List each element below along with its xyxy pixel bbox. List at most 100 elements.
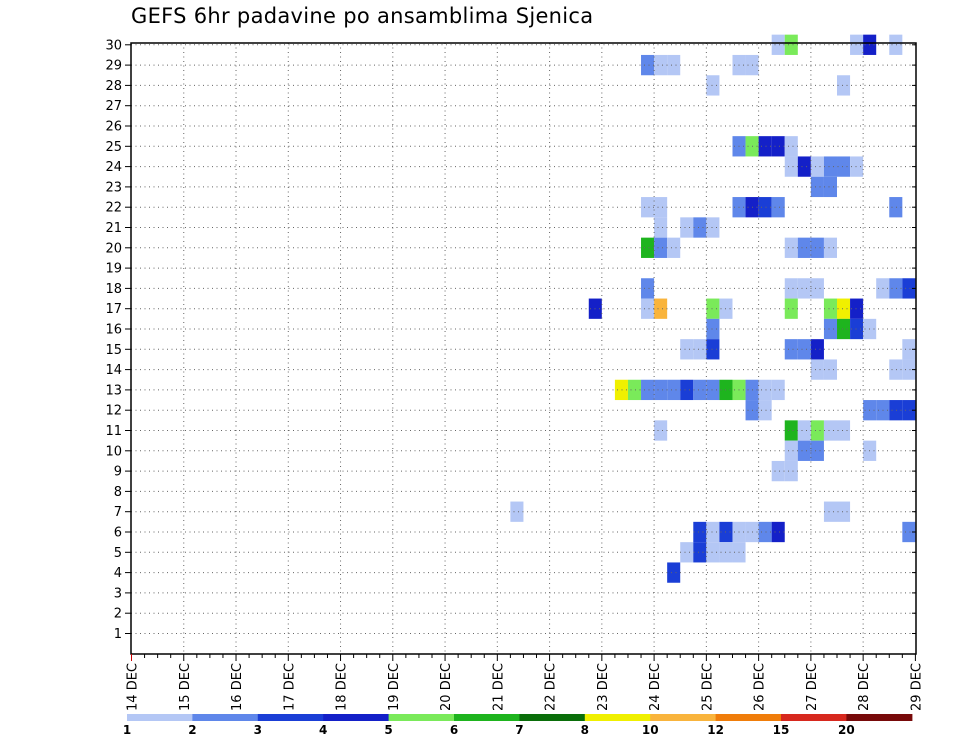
legend-label: 12 — [707, 723, 724, 737]
heatmap-cell — [771, 460, 785, 482]
y-tick-label: 13 — [105, 383, 122, 398]
legend-swatch — [584, 714, 651, 721]
x-tick-label: 19 DEC — [387, 663, 402, 711]
color-legend: 1 2 3 4 5 6 7 8 10 12 15 20 — [123, 714, 913, 737]
heatmap-cell — [654, 217, 668, 238]
heatmap-cell — [784, 237, 798, 258]
heatmap-cell — [889, 400, 903, 421]
heatmap-cell — [667, 54, 681, 76]
heatmap-cell — [693, 217, 707, 238]
y-tick-label: 17 — [105, 302, 122, 317]
x-tick-label: 22 DEC — [544, 663, 559, 711]
y-tick-label: 28 — [105, 79, 122, 94]
heatmap-cell — [889, 197, 903, 218]
heatmap-cell — [693, 542, 707, 563]
heatmap-cell — [902, 359, 916, 380]
x-axis-ticks: 14 DEC 15 DEC 16 DEC 17 DEC 18 DEC 19 DEC 20 D… — [126, 654, 924, 711]
heatmap-cell — [810, 339, 824, 360]
heatmap-cell — [810, 278, 824, 299]
y-tick-label: 1 — [114, 627, 122, 642]
heatmap-cell — [706, 379, 720, 401]
heatmap-cell — [771, 136, 785, 157]
heatmap-cell — [706, 75, 720, 96]
heatmap-cell — [706, 298, 720, 319]
heatmap-cell — [810, 176, 824, 198]
y-tick-label: 20 — [105, 241, 122, 256]
y-tick-label: 30 — [105, 38, 122, 53]
heatmap-cell — [823, 501, 837, 522]
heatmap-cell — [641, 298, 655, 319]
heatmap-cell — [706, 521, 720, 543]
heatmap-cell — [641, 237, 655, 258]
legend-swatch — [846, 714, 913, 721]
y-tick-label: 29 — [105, 59, 122, 74]
y-tick-label: 8 — [114, 485, 122, 500]
heatmap-cell — [823, 237, 837, 258]
heatmap-cell — [823, 318, 837, 340]
heatmap-cell — [784, 136, 798, 157]
legend-swatch — [781, 714, 847, 721]
y-tick-label: 23 — [105, 180, 122, 195]
heatmap-cell — [823, 420, 837, 441]
heatmap-cell — [771, 521, 785, 543]
x-tick-label: 17 DEC — [282, 663, 297, 711]
heatmap-cell — [902, 278, 916, 299]
heatmap-cell — [706, 542, 720, 563]
heatmap-cell — [850, 318, 864, 340]
heatmap-cell — [641, 54, 655, 76]
y-tick-label: 26 — [105, 120, 122, 135]
heatmap-cell — [889, 278, 903, 299]
heatmap-cell — [837, 75, 851, 96]
legend-swatch — [192, 714, 259, 721]
x-tick-label: 20 DEC — [439, 663, 454, 711]
heatmap-cell — [797, 278, 811, 299]
heatmap-cell — [680, 217, 694, 238]
y-tick-label: 11 — [105, 424, 122, 439]
legend-swatch — [519, 714, 586, 721]
y-tick-label: 27 — [105, 99, 122, 114]
heatmap-cell — [850, 34, 864, 55]
y-tick-label: 22 — [105, 201, 122, 216]
y-tick-label: 3 — [114, 586, 122, 601]
y-tick-label: 19 — [105, 262, 122, 277]
y-axis-ticks: 1234567891011121314151617181920212223242… — [105, 38, 916, 642]
heatmap-cell — [654, 420, 668, 441]
heatmap-cell — [667, 379, 681, 401]
heatmap-cell — [797, 420, 811, 441]
heatmap-cell — [837, 420, 851, 441]
legend-swatch — [257, 714, 324, 721]
heatmap-cell — [654, 298, 668, 319]
y-tick-label: 15 — [105, 343, 122, 358]
x-tick-label: 23 DEC — [596, 663, 611, 711]
x-tick-label: 18 DEC — [335, 663, 350, 711]
heatmap-cell — [823, 359, 837, 380]
heatmap-cell — [837, 156, 851, 177]
heatmap-cell — [810, 359, 824, 380]
heatmap-cell — [810, 156, 824, 177]
legend-swatch — [323, 714, 390, 721]
heatmap-cell — [797, 156, 811, 177]
heatmap-cell — [693, 379, 707, 401]
legend-label: 10 — [642, 723, 659, 737]
legend-swatch — [650, 714, 717, 721]
heatmap-cell — [784, 156, 798, 177]
legend-label: 15 — [773, 723, 790, 737]
y-tick-label: 25 — [105, 140, 122, 155]
x-tick-label: 21 DEC — [491, 663, 506, 711]
heatmap-cell — [797, 237, 811, 258]
heatmap-cell — [758, 400, 772, 421]
heatmap-cell — [823, 176, 837, 198]
legend-label: 8 — [581, 723, 589, 737]
grid-lines — [131, 43, 916, 654]
y-tick-label: 2 — [114, 607, 122, 622]
y-tick-label: 7 — [114, 505, 122, 520]
heatmap-cell — [810, 237, 824, 258]
y-tick-label: 5 — [114, 546, 122, 561]
x-tick-label: 28 DEC — [857, 663, 872, 711]
legend-label: 6 — [450, 723, 458, 737]
heatmap-cell — [784, 298, 798, 319]
heatmap-cell — [810, 440, 824, 461]
heatmap-cell — [758, 521, 772, 543]
legend-label: 1 — [123, 723, 131, 737]
legend-swatch — [127, 714, 193, 721]
